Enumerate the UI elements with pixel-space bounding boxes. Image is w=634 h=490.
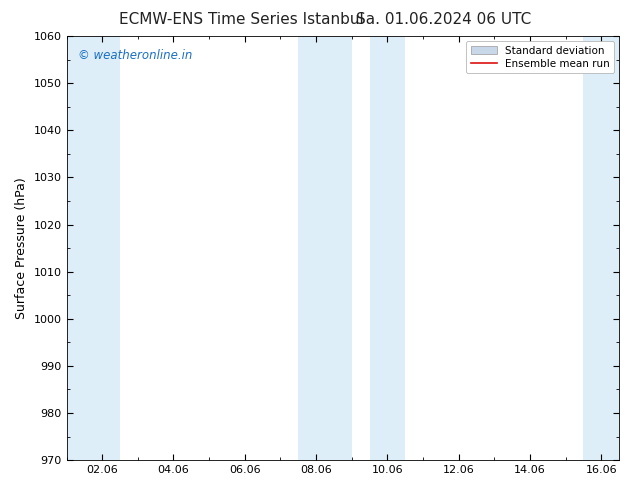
Legend: Standard deviation, Ensemble mean run: Standard deviation, Ensemble mean run — [467, 41, 614, 73]
Bar — [583, 36, 619, 460]
Bar — [370, 36, 405, 460]
Bar — [298, 36, 352, 460]
Text: Sa. 01.06.2024 06 UTC: Sa. 01.06.2024 06 UTC — [356, 12, 531, 27]
Y-axis label: Surface Pressure (hPa): Surface Pressure (hPa) — [15, 177, 28, 319]
Bar — [67, 36, 120, 460]
Text: © weatheronline.in: © weatheronline.in — [77, 49, 192, 62]
Text: ECMW-ENS Time Series Istanbul: ECMW-ENS Time Series Istanbul — [119, 12, 363, 27]
